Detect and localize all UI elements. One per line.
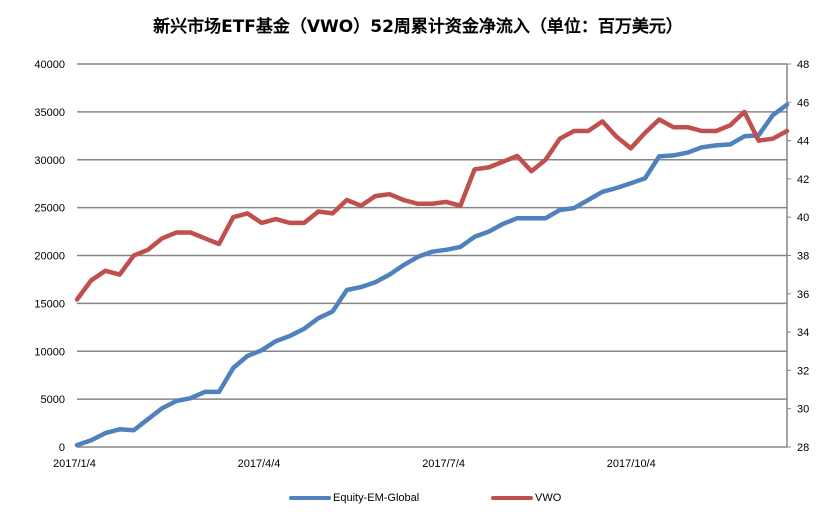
legend-label: VWO — [535, 492, 562, 504]
y-right-tick-label: 44 — [797, 136, 809, 148]
y-right-tick-label: 34 — [797, 327, 809, 339]
y-right-tick-label: 48 — [797, 59, 809, 71]
y-left-tick-label: 15000 — [34, 298, 65, 310]
left-y-axis: 0 5000 10000 15000 20000 25000 30000 35000 40000 — [34, 59, 65, 454]
legend-swatch-red — [491, 496, 533, 500]
x-tick-label: 2017/4/4 — [238, 458, 281, 470]
y-right-tick-label: 28 — [797, 442, 809, 454]
y-right-tick-label: 36 — [797, 289, 809, 301]
y-left-tick-label: 40000 — [34, 59, 65, 71]
y-left-tick-label: 5000 — [41, 394, 65, 406]
y-right-tick-label: 38 — [797, 251, 809, 263]
y-right-tick-label: 40 — [797, 212, 809, 224]
y-left-tick-label: 0 — [59, 442, 65, 454]
legend-item-vwo: VWO — [491, 492, 561, 504]
x-axis: 2017/1/4 2017/4/4 2017/7/4 2017/10/4 — [53, 458, 656, 470]
y-right-tick-label: 30 — [797, 404, 809, 416]
series-line-equity-em-global — [74, 102, 790, 448]
x-tick-label: 2017/1/4 — [53, 458, 96, 470]
series-lines — [74, 102, 790, 448]
series-line-vwo — [74, 109, 790, 302]
y-right-tick-label: 42 — [797, 174, 809, 186]
legend: Equity-EM-Global VWO — [0, 492, 836, 512]
x-tick-label: 2017/7/4 — [422, 458, 465, 470]
y-left-tick-label: 30000 — [34, 155, 65, 167]
y-left-tick-label: 10000 — [34, 346, 65, 358]
chart-title: 新兴市场ETF基金（VWO）52周累计资金净流入（单位：百万美元） — [153, 17, 683, 37]
legend-swatch-blue — [289, 496, 331, 500]
gridlines — [77, 63, 787, 448]
legend-label: Equity-EM-Global — [333, 492, 420, 504]
y-right-tick-label: 46 — [797, 97, 809, 109]
right-y-axis: 28 30 32 34 36 38 40 42 44 46 48 — [786, 59, 809, 454]
x-tick-label: 2017/10/4 — [607, 458, 656, 470]
y-left-tick-label: 20000 — [34, 251, 65, 263]
y-left-tick-label: 35000 — [34, 107, 65, 119]
legend-item-equity-em-global: Equity-EM-Global — [289, 492, 419, 504]
y-left-tick-label: 25000 — [34, 203, 65, 215]
y-right-tick-label: 32 — [797, 365, 809, 377]
